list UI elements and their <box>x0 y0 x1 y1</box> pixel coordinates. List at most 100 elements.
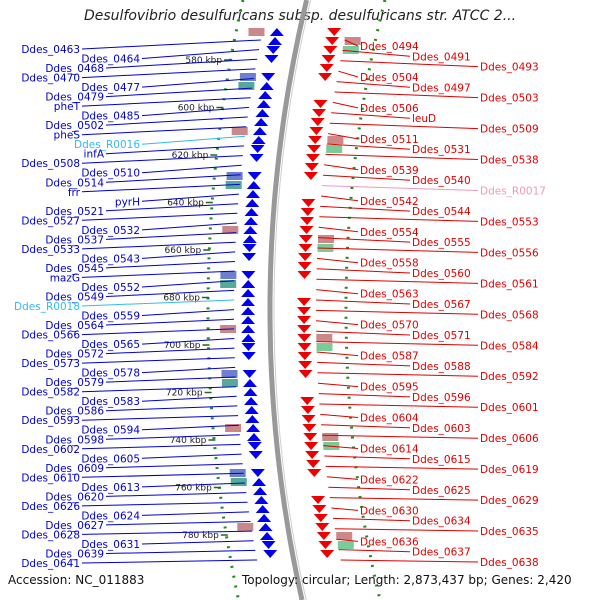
right-gene-label: Ddes_0601 <box>480 402 539 414</box>
forward-gene-arrow <box>253 487 268 495</box>
right-gene-label: Ddes_0561 <box>480 278 539 290</box>
reverse-gene-arrow <box>299 226 314 234</box>
right-gene-label: Ddes_0493 <box>480 62 539 74</box>
forward-gene-arrow <box>242 244 257 252</box>
reverse-gene-arrow <box>298 253 313 261</box>
left-gene-label: Ddes_0537 <box>45 234 104 246</box>
left-leader-line <box>105 58 258 69</box>
right-gene-label: Ddes_0558 <box>360 258 419 270</box>
reverse-gene-arrow <box>309 127 324 135</box>
forward-gene-arrow <box>244 397 259 405</box>
left-leader-line <box>141 338 235 345</box>
forward-gene-arrow <box>241 307 256 315</box>
left-leader-line <box>81 212 238 221</box>
kbp-tick-label: 680 kbp <box>163 294 200 304</box>
backbone-highlight <box>273 0 312 600</box>
right-leader-line <box>317 372 479 377</box>
left-gene-label: Ddes_0549 <box>45 292 104 304</box>
right-leader-line <box>321 195 359 202</box>
reverse-gene-arrow <box>320 550 335 558</box>
reverse-gene-arrow <box>315 523 330 531</box>
reverse-gene-block <box>337 541 354 549</box>
reverse-gene-arrow <box>297 262 312 270</box>
forward-gene-arrow <box>261 73 276 81</box>
right-leader-line <box>334 528 479 532</box>
right-gene-label: Ddes_0540 <box>412 175 471 187</box>
left-gene-label: Ddes_0532 <box>81 225 140 237</box>
forward-gene-arrow <box>241 343 256 351</box>
right-gene-label: Ddes_0622 <box>360 474 419 486</box>
reverse-gene-arrow <box>297 352 312 360</box>
left-gene-label: pheT <box>54 101 81 113</box>
right-leader-line <box>316 268 411 274</box>
right-gene-label: Ddes_0568 <box>480 309 539 321</box>
forward-gene-arrow <box>255 109 270 117</box>
reverse-gene-arrow <box>308 136 323 144</box>
forward-gene-block <box>226 172 243 180</box>
right-gene-label: Ddes_0560 <box>412 268 471 280</box>
forward-gene-arrow <box>241 325 256 333</box>
left-gene-label: Ddes_0573 <box>21 358 80 370</box>
forward-gene-arrow <box>247 442 262 450</box>
forward-gene-arrow <box>243 217 258 225</box>
left-gene-label: Ddes_0479 <box>45 92 104 104</box>
right-gene-label: Ddes_0544 <box>412 206 471 218</box>
right-leader-line <box>328 486 411 491</box>
reverse-gene-arrow <box>318 541 333 549</box>
right-leader-line <box>340 559 479 563</box>
left-leader-line <box>105 405 238 412</box>
left-gene-label: Ddes_0559 <box>81 311 140 323</box>
reverse-gene-arrow <box>300 397 315 405</box>
right-leader-line <box>326 476 359 480</box>
kbp-tick-label: 760 kbp <box>175 484 212 494</box>
left-leader-line <box>81 472 244 478</box>
forward-gene-arrow <box>260 532 275 540</box>
forward-gene-arrow <box>257 514 272 522</box>
reverse-gene-arrow <box>305 451 320 459</box>
right-leader-line <box>316 257 359 264</box>
forward-gene-block <box>237 523 254 531</box>
left-gene-label: Ddes_0468 <box>45 63 104 75</box>
left-leader-line <box>81 501 248 507</box>
right-leader-line <box>331 112 411 119</box>
left-gene-label: pheS <box>54 130 81 142</box>
left-gene-label: Ddes_0514 <box>45 177 104 189</box>
left-leader-line <box>141 193 239 202</box>
right-gene-label: Ddes_0539 <box>360 165 419 177</box>
right-gene-label: Ddes_0509 <box>480 124 539 136</box>
forward-gene-arrow <box>244 406 259 414</box>
right-gene-label: Ddes_0554 <box>360 227 419 239</box>
left-leader-line <box>141 366 236 374</box>
right-leader-line <box>325 153 479 160</box>
forward-gene-arrow <box>242 235 257 243</box>
left-gene-label: Ddes_0620 <box>45 491 104 503</box>
accession-text: Accession: NC_011883 <box>8 573 145 587</box>
reverse-gene-block <box>327 136 344 144</box>
right-leader-line <box>317 361 411 367</box>
reverse-gene-arrow <box>297 343 312 351</box>
forward-gene-arrow <box>263 550 278 558</box>
forward-gene-arrow <box>252 127 267 135</box>
right-leader-line <box>324 455 411 460</box>
reverse-gene-arrow <box>305 154 320 162</box>
kbp-tick-label: 720 kbp <box>166 389 203 399</box>
left-gene-label: Ddes_0628 <box>21 529 80 541</box>
right-gene-label: Ddes_0538 <box>480 155 539 167</box>
genome-backbone <box>267 0 310 600</box>
left-gene-label: Ddes_0613 <box>81 482 140 494</box>
right-leader-line <box>317 237 411 243</box>
left-gene-label: Ddes_0564 <box>45 320 104 332</box>
left-leader-line <box>141 164 242 174</box>
right-leader-line <box>320 413 359 418</box>
right-gene-label: Ddes_0636 <box>360 536 419 548</box>
left-gene-label: Ddes_0552 <box>81 282 140 294</box>
kbp-tick-label: 640 kbp <box>167 199 204 209</box>
right-gene-label: Ddes_0625 <box>412 485 471 497</box>
reverse-gene-arrow <box>300 208 315 216</box>
right-leader-line <box>338 70 359 78</box>
right-leader-line <box>316 351 359 357</box>
forward-gene-arrow <box>264 55 279 63</box>
reverse-gene-arrow <box>298 361 313 369</box>
right-leader-line <box>344 39 359 47</box>
left-leader-line <box>105 549 256 554</box>
